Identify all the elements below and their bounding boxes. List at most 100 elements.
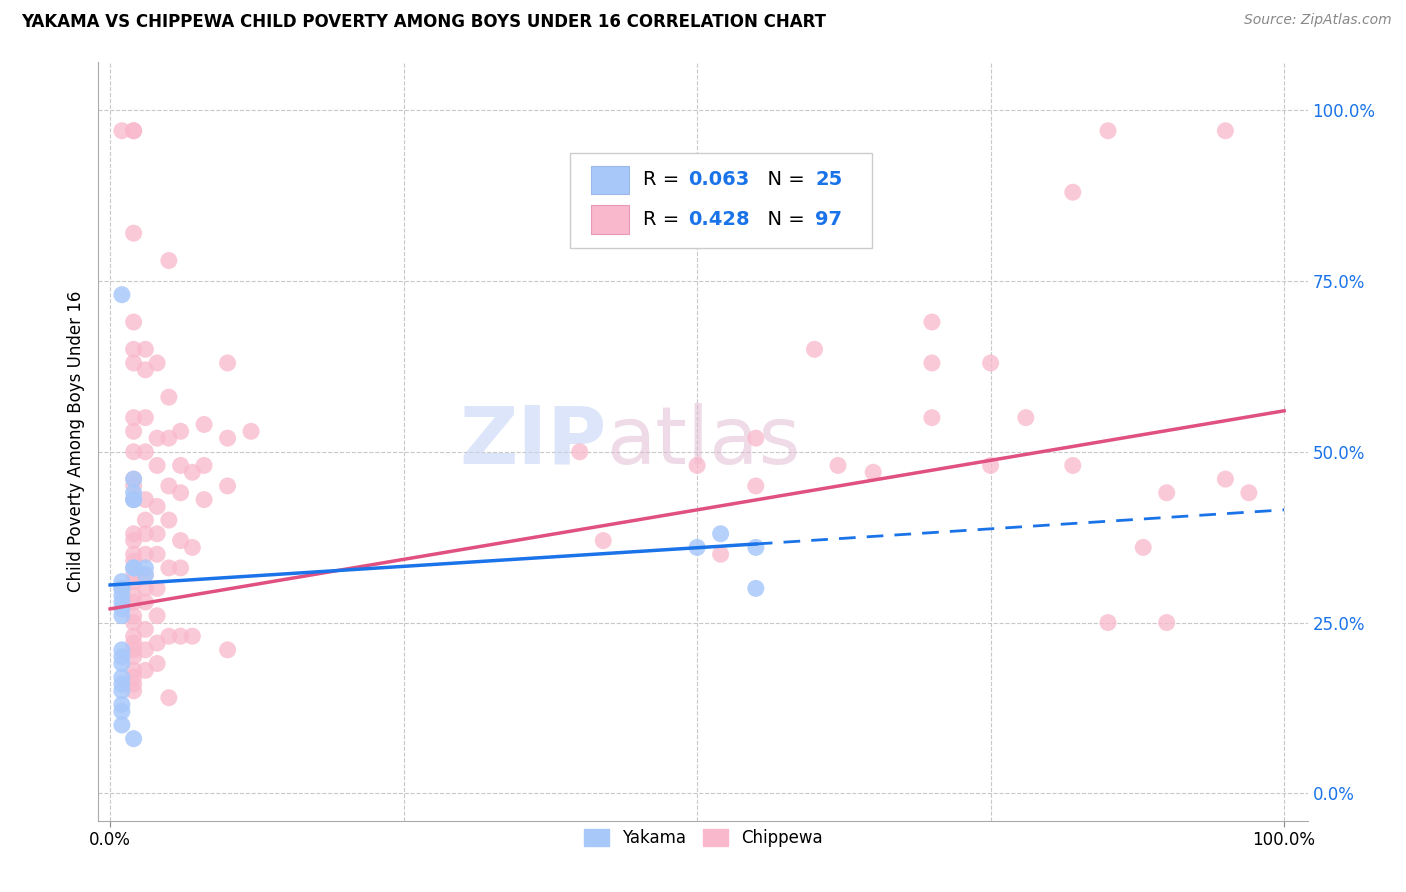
Point <box>1237 485 1260 500</box>
Point <box>111 595 134 609</box>
Point <box>980 458 1002 473</box>
Point <box>122 472 145 486</box>
Point <box>1132 541 1154 555</box>
Text: 0.063: 0.063 <box>689 170 749 189</box>
Point <box>122 410 145 425</box>
Point <box>122 444 145 458</box>
Point <box>122 561 145 575</box>
Point <box>169 561 191 575</box>
Point <box>122 343 145 357</box>
Point <box>122 561 145 575</box>
Bar <box>591 205 630 234</box>
Point <box>134 492 156 507</box>
Point <box>122 124 145 138</box>
Point <box>1062 185 1084 199</box>
Legend: Yakama, Chippewa: Yakama, Chippewa <box>576 822 830 854</box>
Point <box>111 684 134 698</box>
Point <box>111 608 134 623</box>
Point <box>1156 615 1178 630</box>
Point <box>122 479 145 493</box>
Point <box>134 595 156 609</box>
Point <box>111 582 134 596</box>
Point <box>146 356 169 370</box>
Bar <box>591 166 630 194</box>
Point <box>146 458 169 473</box>
Point <box>122 684 145 698</box>
Point <box>157 513 180 527</box>
Point <box>169 533 191 548</box>
Point <box>122 226 145 240</box>
Point <box>134 567 156 582</box>
Point <box>122 315 145 329</box>
Point <box>146 608 169 623</box>
Point <box>1215 124 1237 138</box>
Point <box>122 664 145 678</box>
Point <box>122 533 145 548</box>
Point <box>122 636 145 650</box>
Point <box>146 582 169 596</box>
Point <box>134 526 156 541</box>
Point <box>169 458 191 473</box>
Text: Source: ZipAtlas.com: Source: ZipAtlas.com <box>1244 13 1392 28</box>
Point <box>122 731 145 746</box>
Point <box>122 492 145 507</box>
Point <box>921 315 943 329</box>
Point <box>134 567 156 582</box>
Point <box>217 431 239 445</box>
Text: 0.428: 0.428 <box>689 210 751 229</box>
Point <box>146 431 169 445</box>
Point <box>745 479 768 493</box>
Point <box>122 425 145 439</box>
Point <box>122 554 145 568</box>
Point <box>122 574 145 589</box>
Point <box>157 561 180 575</box>
Point <box>122 608 145 623</box>
Point <box>122 677 145 691</box>
Point <box>745 431 768 445</box>
Point <box>122 526 145 541</box>
Text: ZIP: ZIP <box>458 402 606 481</box>
Point <box>111 588 134 602</box>
Point <box>122 588 145 602</box>
Point <box>146 657 169 671</box>
Point <box>217 356 239 370</box>
Point <box>111 287 134 301</box>
Point <box>122 643 145 657</box>
Point <box>146 547 169 561</box>
Text: YAKAMA VS CHIPPEWA CHILD POVERTY AMONG BOYS UNDER 16 CORRELATION CHART: YAKAMA VS CHIPPEWA CHILD POVERTY AMONG B… <box>21 13 827 31</box>
Point <box>710 547 733 561</box>
Point <box>193 492 215 507</box>
Y-axis label: Child Poverty Among Boys Under 16: Child Poverty Among Boys Under 16 <box>66 291 84 592</box>
Point <box>980 356 1002 370</box>
Point <box>568 444 591 458</box>
Point <box>803 343 825 357</box>
Point <box>134 582 156 596</box>
Point <box>122 492 145 507</box>
Point <box>157 431 180 445</box>
Point <box>122 670 145 684</box>
Point <box>134 410 156 425</box>
Point <box>181 465 204 479</box>
Point <box>745 582 768 596</box>
Point <box>1215 472 1237 486</box>
Point <box>134 561 156 575</box>
FancyBboxPatch shape <box>569 153 872 248</box>
Point <box>146 526 169 541</box>
Point <box>122 649 145 664</box>
Point <box>921 410 943 425</box>
Point <box>111 670 134 684</box>
Point <box>134 643 156 657</box>
Point <box>240 425 263 439</box>
Point <box>1156 485 1178 500</box>
Point <box>193 417 215 432</box>
Point <box>862 465 884 479</box>
Point <box>157 629 180 643</box>
Point <box>122 547 145 561</box>
Point <box>122 472 145 486</box>
Point <box>111 643 134 657</box>
Point <box>122 629 145 643</box>
Point <box>134 664 156 678</box>
Point <box>122 567 145 582</box>
Point <box>1097 615 1119 630</box>
Point <box>122 485 145 500</box>
